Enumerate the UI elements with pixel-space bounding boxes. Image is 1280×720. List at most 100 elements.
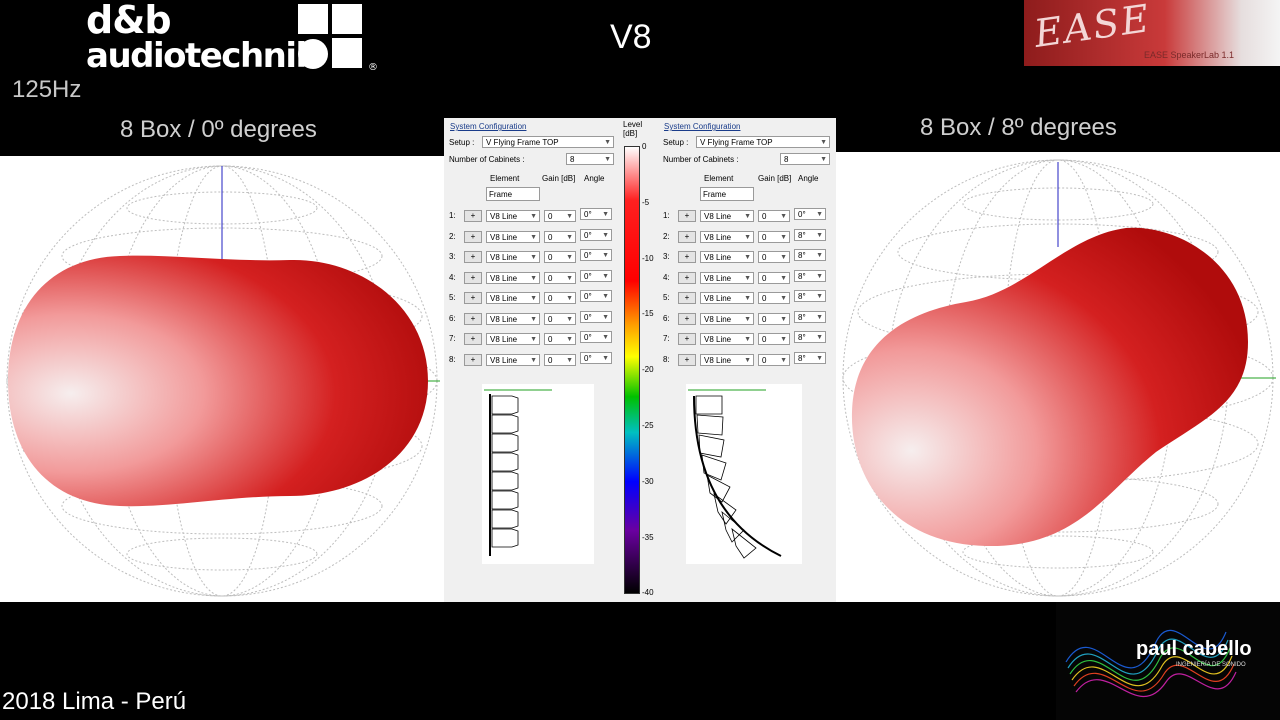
add-cabinet-button[interactable]: + [678,210,696,222]
left-cabinets-select[interactable]: 8 ▼ [566,153,614,165]
level-colorbar: Level [dB] 0 -5 -10 -15 -20 -25 -30 -35 -40 [620,118,658,602]
gain-select[interactable]: 0 ▼ [544,251,576,263]
row-number: 3: [449,252,456,261]
left-system-configuration: System Configuration Setup : V Flying Fr… [444,118,620,602]
element-select[interactable]: V8 Line ▼ [486,312,540,325]
angle-select[interactable]: 0° ▼ [580,331,612,343]
angle-select[interactable]: 8° ▼ [794,331,826,343]
gain-select[interactable]: 0 ▼ [758,312,790,325]
add-cabinet-button[interactable]: + [464,333,482,345]
gain-select[interactable]: 0 ▼ [758,333,790,345]
angle-select[interactable]: 0° ▼ [580,249,612,261]
chevron-down-icon: ▼ [744,315,751,323]
gain-select[interactable]: 0 ▼ [544,230,576,243]
angle-select[interactable]: 0° ▼ [580,351,612,364]
chevron-down-icon: ▼ [780,336,787,343]
angle-value: 0° [584,292,592,301]
right-balloon-view [836,152,1280,602]
add-cabinet-button[interactable]: + [464,251,482,263]
element-select[interactable]: V8 Line ▼ [700,353,754,366]
gain-select[interactable]: 0 ▼ [544,292,576,304]
element-value: V8 Line [704,335,732,344]
right-cabinets-value: 8 [784,155,789,164]
add-cabinet-button[interactable]: + [678,230,696,243]
colorbar-tick-label: -5 [642,197,650,207]
logo-name: paul cabello [1136,638,1252,660]
left-frame-field[interactable]: Frame [486,187,540,201]
element-select[interactable]: V8 Line ▼ [486,251,540,263]
element-value: V8 Line [490,273,518,283]
gain-select[interactable]: 0 ▼ [758,251,790,263]
add-cabinet-button[interactable]: + [464,292,482,304]
chevron-down-icon: ▼ [566,336,573,343]
left-array-diagram [482,384,594,564]
add-cabinet-button[interactable]: + [464,230,482,243]
element-select[interactable]: V8 Line ▼ [700,210,754,222]
gain-select[interactable]: 0 ▼ [544,333,576,345]
angle-select[interactable]: 8° ▼ [794,249,826,261]
angle-select[interactable]: 0° ▼ [580,290,612,302]
add-cabinet-button[interactable]: + [678,292,696,304]
angle-select[interactable]: 8° ▼ [794,228,826,241]
gain-select[interactable]: 0 ▼ [544,210,576,222]
plus-icon: + [684,334,690,343]
add-cabinet-button[interactable]: + [678,333,696,345]
element-select[interactable]: V8 Line ▼ [700,333,754,345]
angle-select[interactable]: 0° ▼ [794,208,826,220]
gain-select[interactable]: 0 ▼ [758,353,790,366]
angle-select[interactable]: 8° ▼ [794,351,826,364]
add-cabinet-button[interactable]: + [464,353,482,366]
add-cabinet-button[interactable]: + [678,312,696,325]
right-cabinets-select[interactable]: 8 ▼ [780,153,830,165]
element-select[interactable]: V8 Line ▼ [700,230,754,243]
add-cabinet-button[interactable]: + [464,210,482,222]
element-select[interactable]: V8 Line ▼ [486,210,540,222]
element-select[interactable]: V8 Line ▼ [486,230,540,243]
element-select[interactable]: V8 Line ▼ [700,292,754,304]
element-value: V8 Line [490,253,518,262]
element-select[interactable]: V8 Line ▼ [486,333,540,345]
angle-value: 8° [798,251,806,260]
left-config-section-title: System Configuration [450,122,527,131]
chevron-down-icon: ▼ [744,295,751,302]
add-cabinet-button[interactable]: + [464,271,482,284]
colorbar-tick-label: -40 [642,588,654,598]
angle-select[interactable]: 8° ▼ [794,290,826,302]
chevron-down-icon: ▼ [566,356,573,364]
gain-select[interactable]: 0 ▼ [758,271,790,284]
chevron-down-icon: ▼ [816,231,823,239]
gain-select[interactable]: 0 ▼ [544,353,576,366]
chevron-down-icon: ▼ [744,213,751,220]
angle-select[interactable]: 0° ▼ [580,269,612,282]
gain-select[interactable]: 0 ▼ [544,312,576,325]
db-audiotechnik-logo: d&b audiotechnik ® [86,0,386,76]
element-select[interactable]: V8 Line ▼ [486,353,540,366]
angle-select[interactable]: 8° ▼ [794,269,826,282]
angle-select[interactable]: 0° ▼ [580,310,612,323]
row-number: 2: [663,231,670,241]
gain-value: 0 [548,335,553,344]
right-setup-select[interactable]: V Flying Frame TOP ▼ [696,136,830,148]
element-value: V8 Line [704,232,732,242]
element-select[interactable]: V8 Line ▼ [486,292,540,304]
element-select[interactable]: V8 Line ▼ [700,271,754,284]
element-select[interactable]: V8 Line ▼ [486,271,540,284]
add-cabinet-button[interactable]: + [678,271,696,284]
element-select[interactable]: V8 Line ▼ [700,312,754,325]
element-value: V8 Line [490,294,518,303]
gain-select[interactable]: 0 ▼ [758,230,790,243]
right-frame-field[interactable]: Frame [700,187,754,201]
colorbar-tick-label: -30 [642,476,654,486]
add-cabinet-button[interactable]: + [678,251,696,263]
angle-select[interactable]: 0° ▼ [580,228,612,241]
chevron-down-icon: ▼ [530,295,537,302]
add-cabinet-button[interactable]: + [464,312,482,325]
angle-select[interactable]: 8° ▼ [794,310,826,323]
angle-select[interactable]: 0° ▼ [580,208,612,220]
gain-select[interactable]: 0 ▼ [544,271,576,284]
gain-select[interactable]: 0 ▼ [758,210,790,222]
element-select[interactable]: V8 Line ▼ [700,251,754,263]
add-cabinet-button[interactable]: + [678,353,696,366]
left-setup-select[interactable]: V Flying Frame TOP ▼ [482,136,614,148]
gain-select[interactable]: 0 ▼ [758,292,790,304]
